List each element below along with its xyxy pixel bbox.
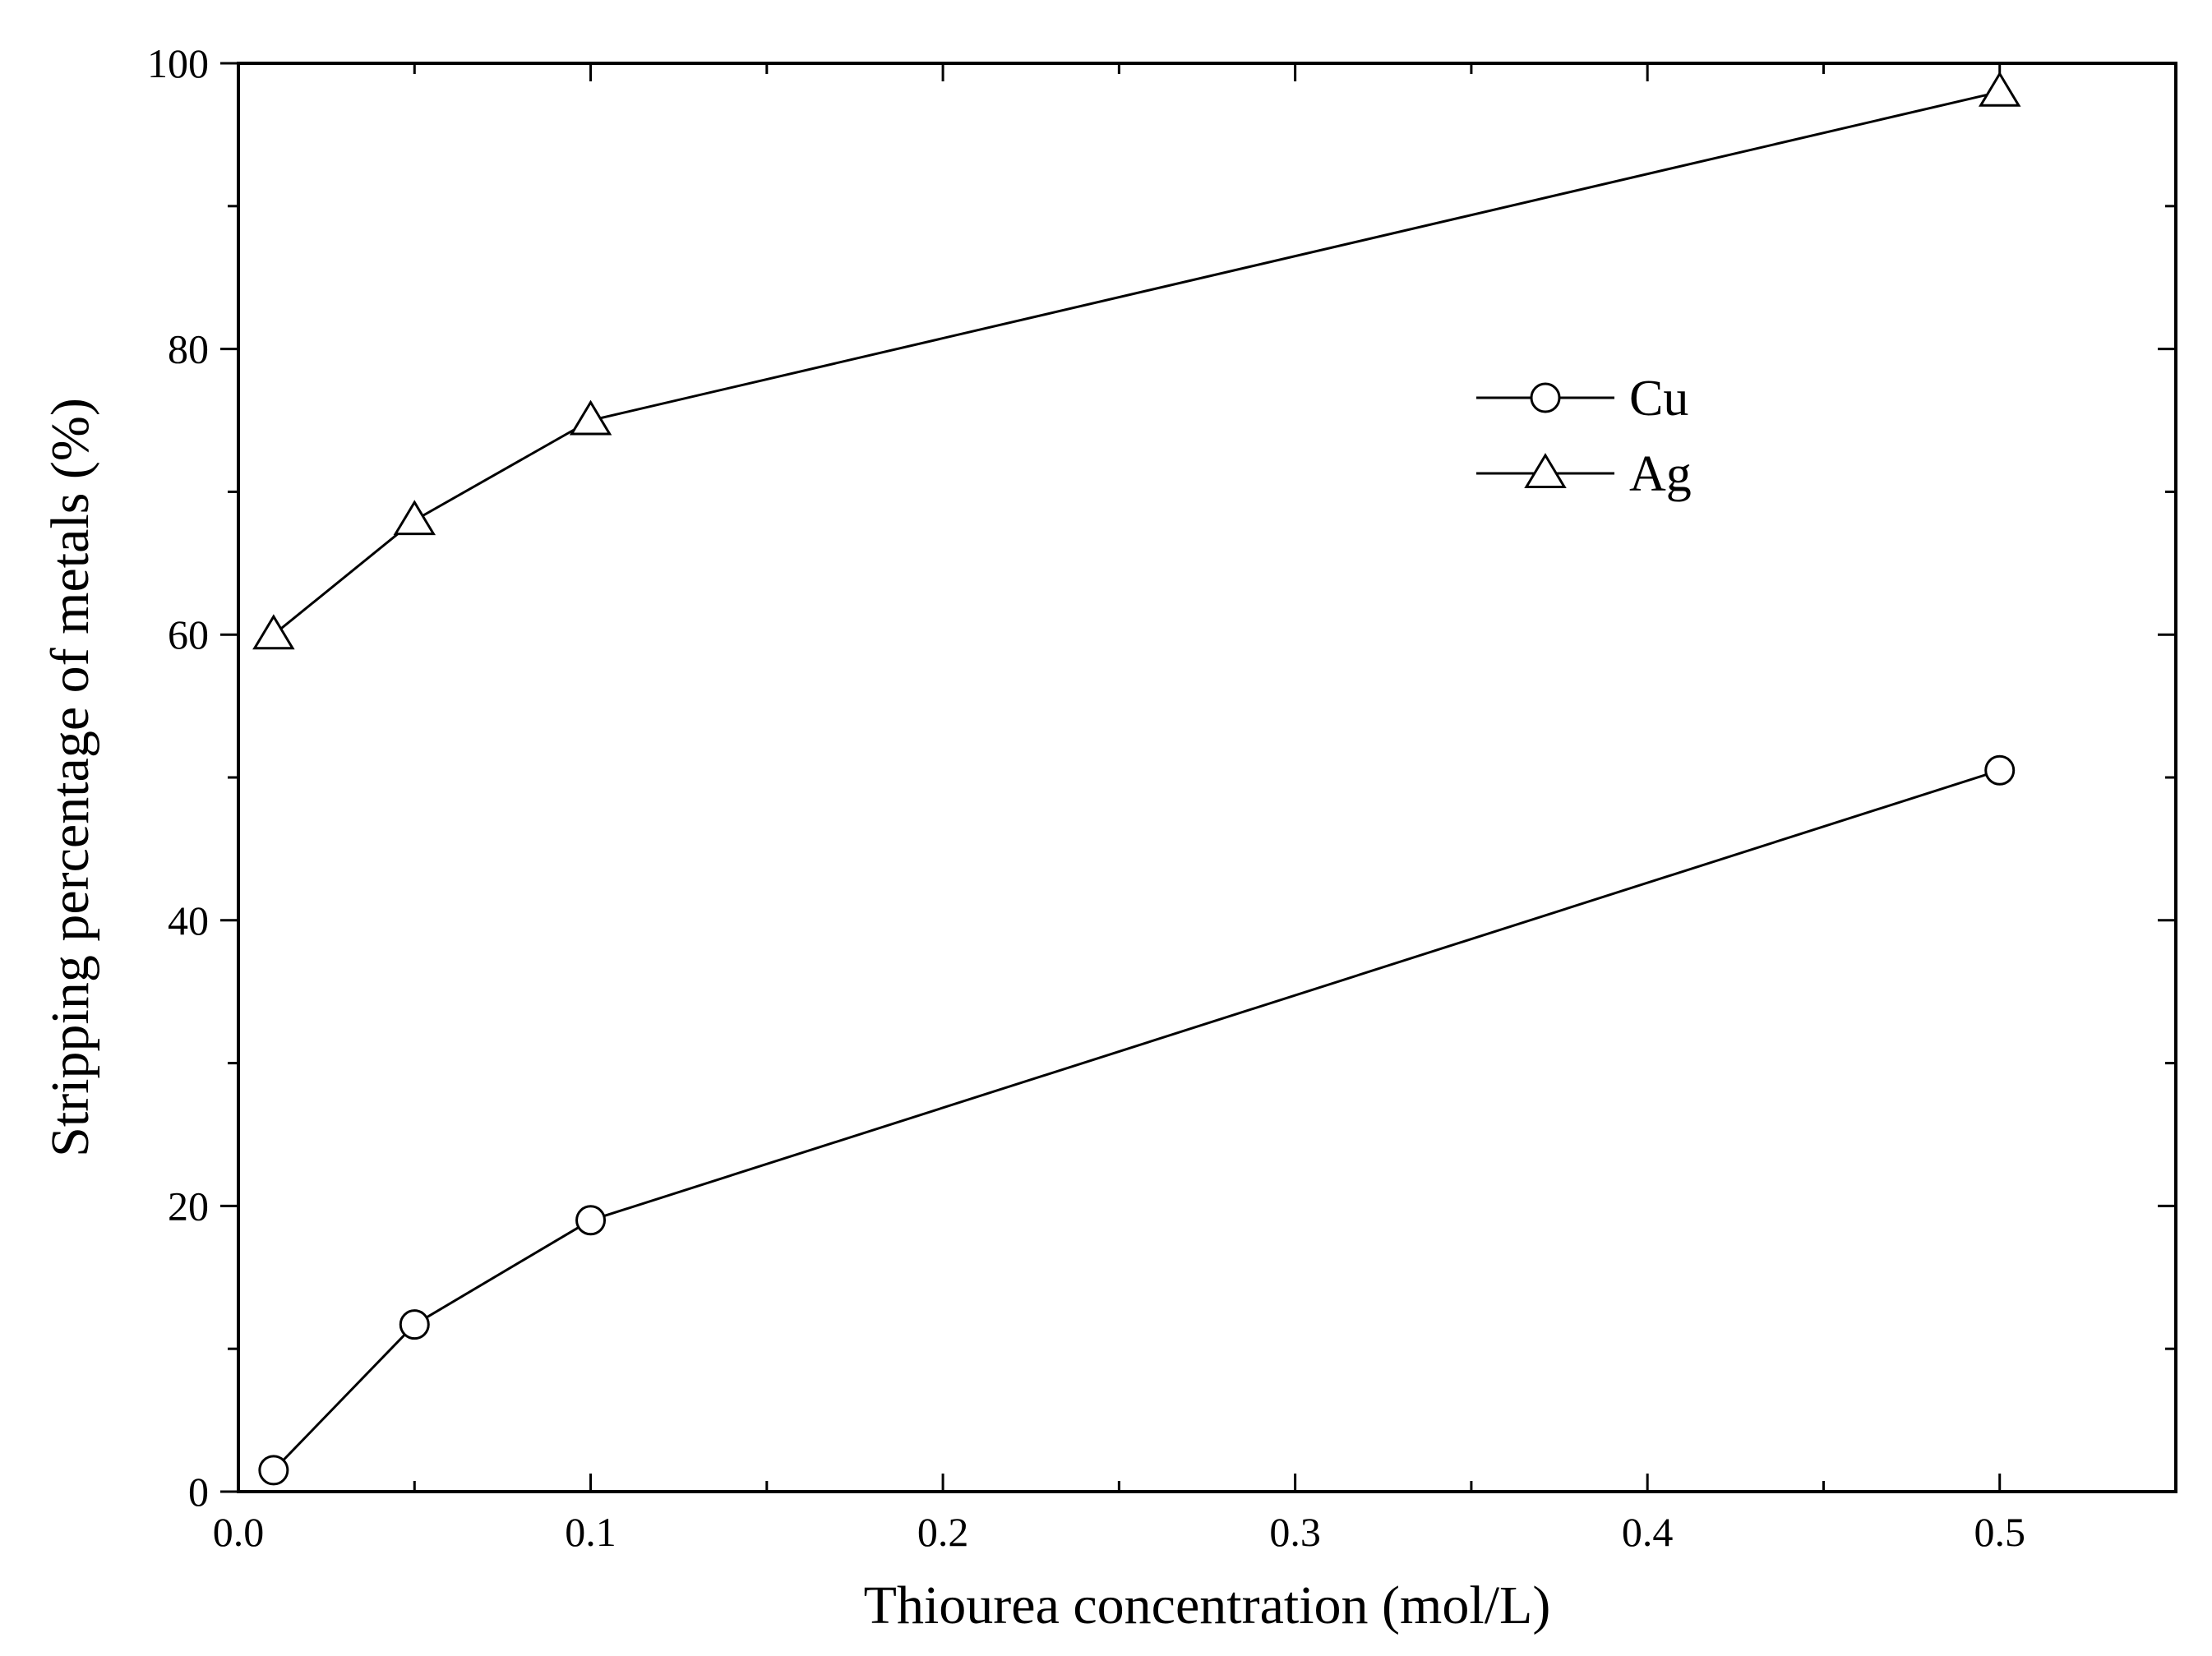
y-tick-label: 80 [168,326,209,372]
x-tick-label: 0.2 [917,1509,969,1555]
axis-ticks [220,62,2176,1493]
legend-item-ag: Ag [1476,446,1692,502]
legend-item-cu: Cu [1476,371,1688,427]
y-tick-label: 60 [168,611,209,657]
data-point-cu [399,1309,430,1340]
series-markers [252,71,2021,1486]
x-axis-title: Thiourea concentration (mol/L) [864,1575,1551,1635]
tick-labels: 0.0 0.1 0.2 0.3 0.4 0.5 0 20 40 60 80 100 [147,40,2025,1555]
data-point-ag [1978,71,2021,107]
x-tick-label: 0.0 [213,1509,265,1555]
x-tick-label: 0.4 [1622,1509,1674,1555]
data-point-ag [393,500,436,536]
legend-label-cu: Cu [1629,371,1688,427]
y-tick-label: 0 [188,1469,209,1515]
legend-marker-ag [1524,453,1567,488]
x-tick-label: 0.3 [1269,1509,1321,1555]
y-tick-label: 100 [147,40,209,86]
legend-label-ag: Ag [1629,446,1692,502]
x-tick-label: 0.1 [565,1509,616,1555]
legend-marker-cu [1530,382,1561,413]
plot-frame [237,62,2177,1493]
data-point-ag [569,399,612,436]
data-point-cu [1984,754,2016,786]
series-lines [272,90,2001,1471]
data-point-ag [252,614,295,650]
series-line-cu [272,768,2001,1471]
series-line-ag [272,90,2001,636]
data-point-cu [258,1455,289,1486]
data-point-cu [575,1205,607,1236]
y-axis-title: Stripping percentage of metals (%) [40,398,100,1157]
y-tick-label: 40 [168,897,209,943]
y-tick-label: 20 [168,1183,209,1229]
legend: Cu Ag [1476,371,1692,502]
x-tick-label: 0.5 [1974,1509,2025,1555]
